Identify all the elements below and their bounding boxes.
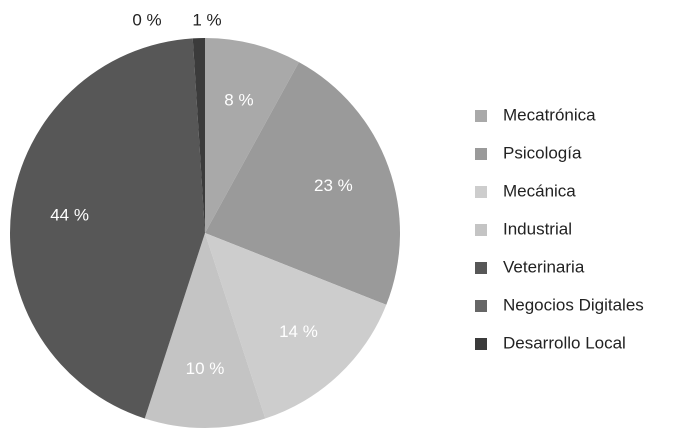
data-label: 8 % xyxy=(224,90,253,109)
legend-label: Psicología xyxy=(503,143,582,162)
pie-slice xyxy=(205,38,299,233)
pie-slice xyxy=(9,38,205,419)
legend-label: Veterinaria xyxy=(503,257,585,276)
legend-label: Mecánica xyxy=(503,181,576,200)
pie-slice xyxy=(144,233,266,428)
legend-label: Mecatrónica xyxy=(503,105,596,124)
pie-slice xyxy=(205,62,400,305)
data-label: 23 % xyxy=(314,176,353,195)
legend-swatch xyxy=(475,148,487,160)
data-label: 10 % xyxy=(186,359,225,378)
pie-slice xyxy=(192,38,205,233)
legend-swatch xyxy=(475,224,487,236)
legend-label: Negocios Digitales xyxy=(503,295,644,314)
legend-swatch xyxy=(475,300,487,312)
legend-swatch xyxy=(475,186,487,198)
data-label: 44 % xyxy=(50,205,89,224)
legend-label: Industrial xyxy=(503,219,572,238)
legend-swatch xyxy=(475,110,487,122)
legend-swatch xyxy=(475,338,487,350)
pie-slice xyxy=(205,233,387,419)
legend-swatch xyxy=(475,262,487,274)
data-label: 0 % xyxy=(132,10,161,29)
data-label: 14 % xyxy=(279,322,318,341)
legend-label: Desarrollo Local xyxy=(503,333,626,352)
data-label: 1 % xyxy=(192,10,221,29)
